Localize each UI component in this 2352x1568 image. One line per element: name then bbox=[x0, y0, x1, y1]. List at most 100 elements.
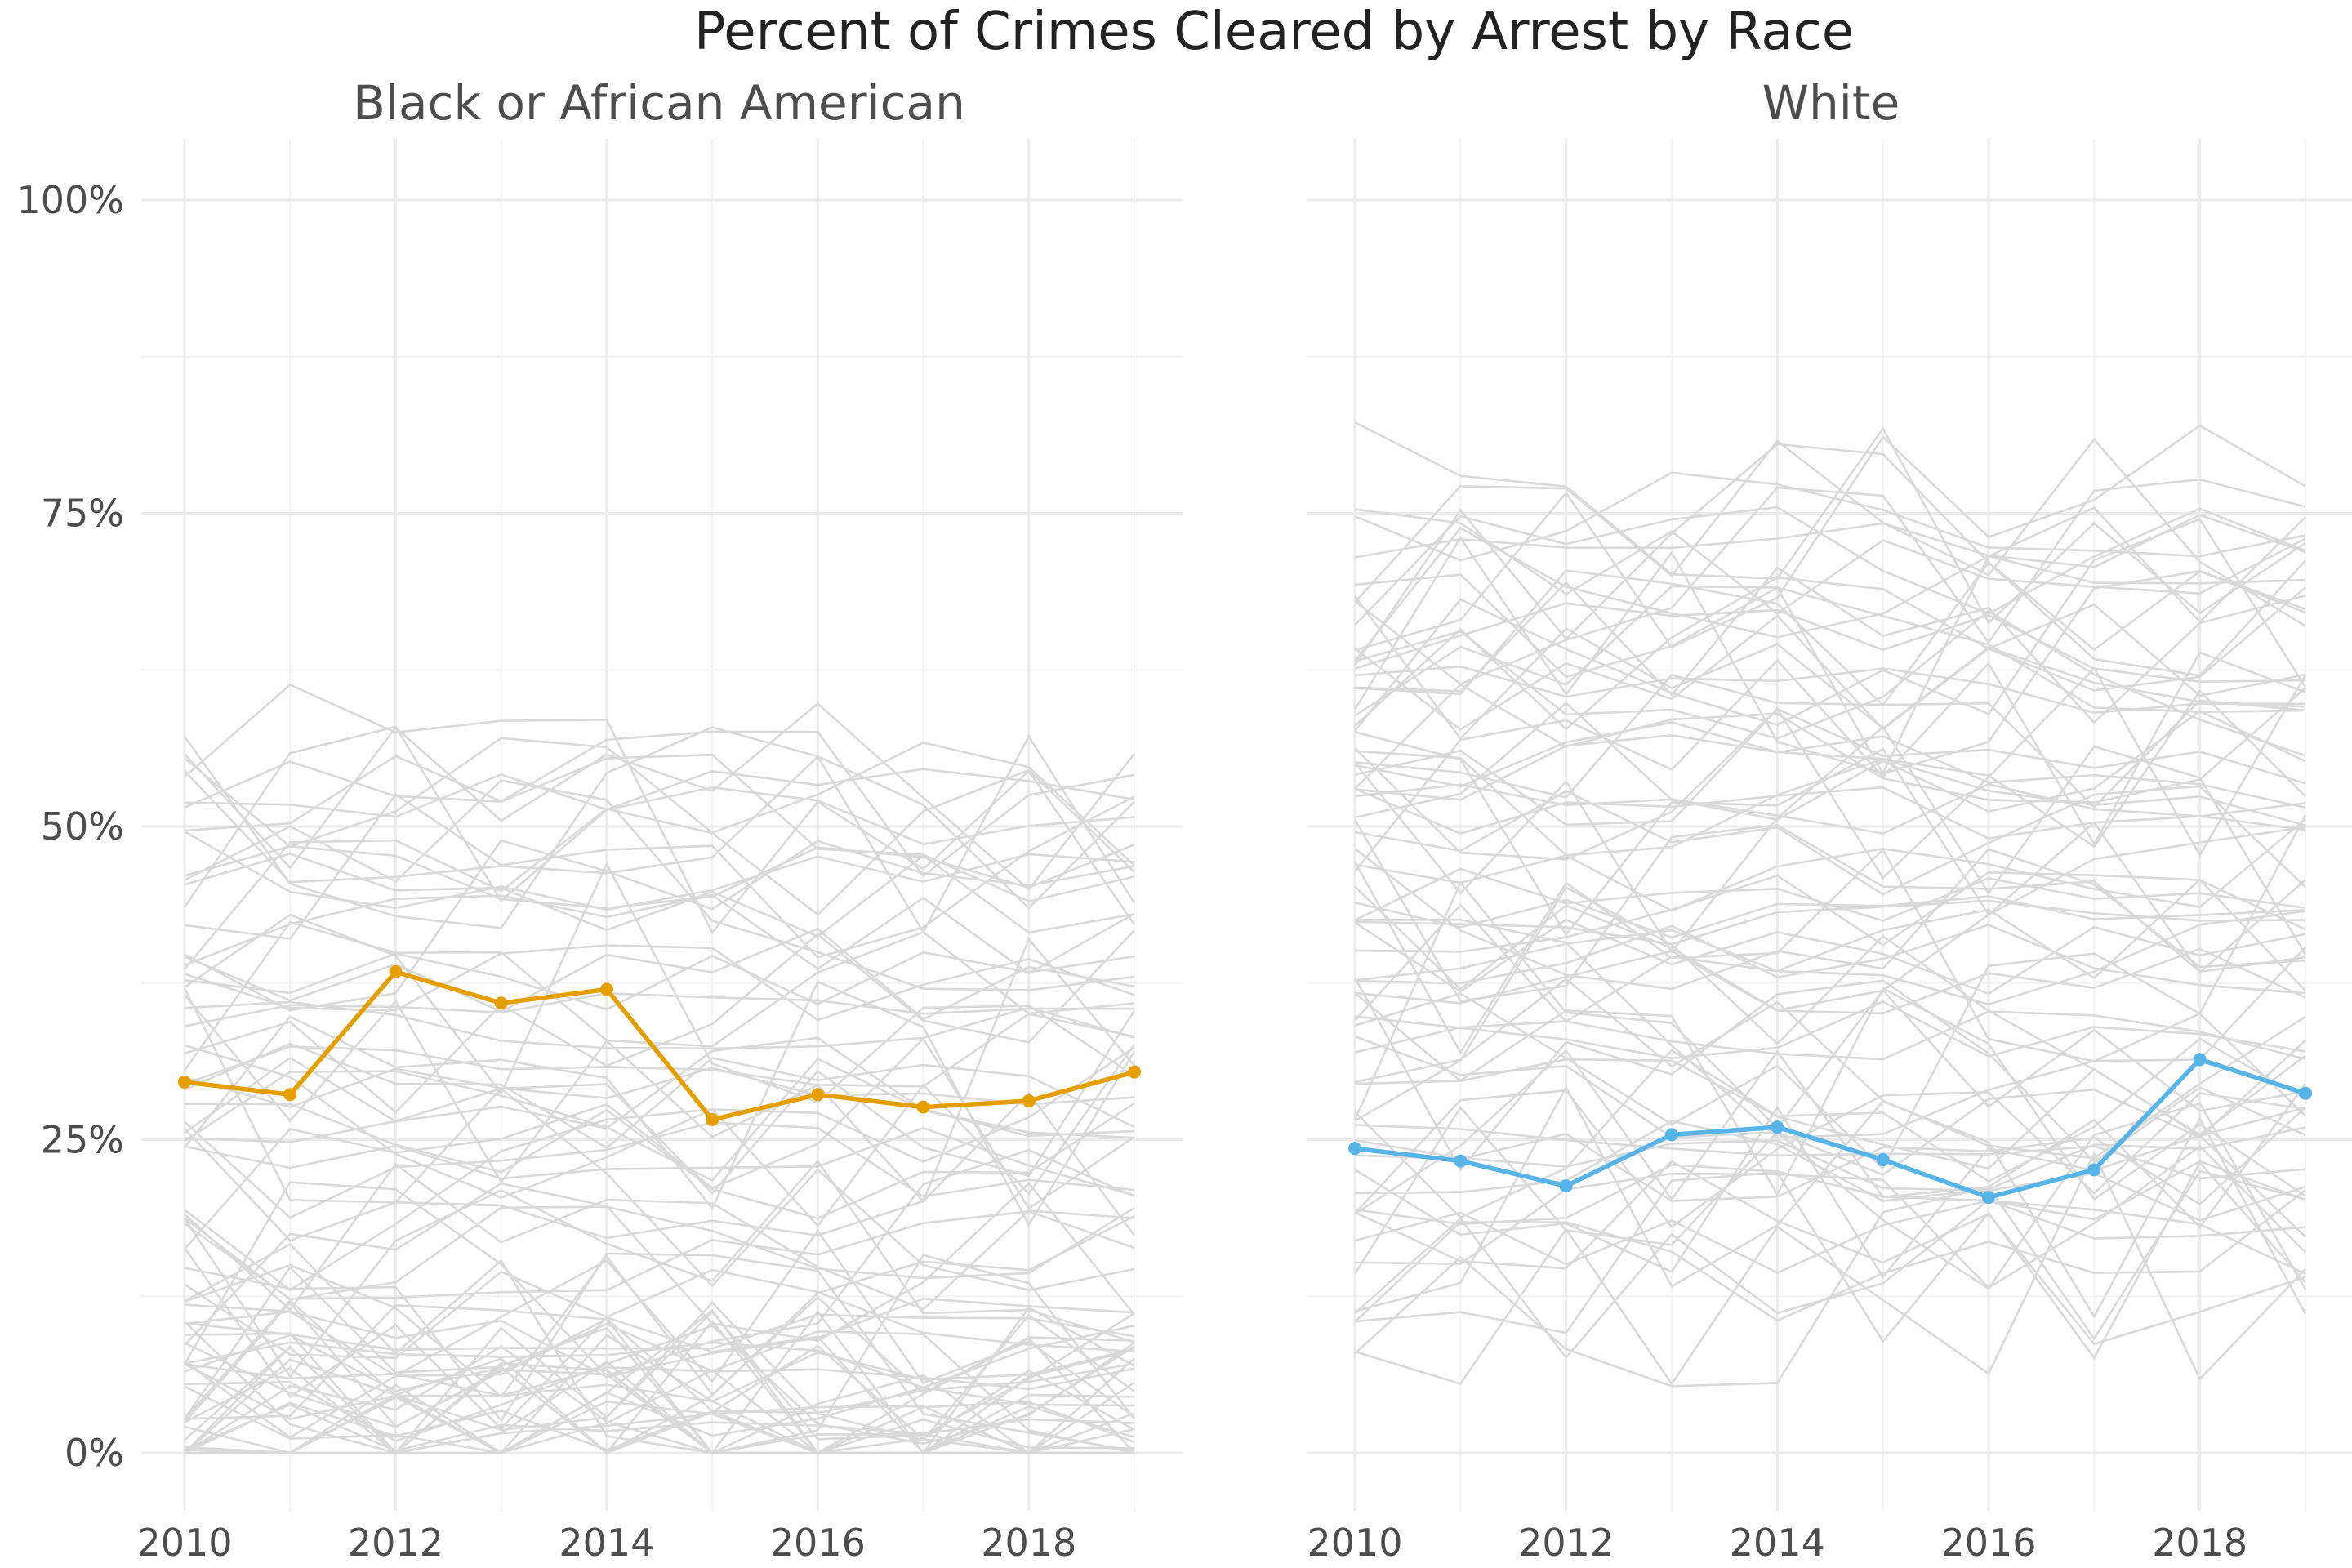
x-tick-label: 2014 bbox=[1730, 1521, 1825, 1565]
background-series-line bbox=[184, 1087, 1135, 1291]
x-tick-label: 2016 bbox=[770, 1521, 866, 1565]
background-series-line bbox=[1354, 689, 2306, 849]
background-series-line bbox=[183, 987, 1136, 1204]
background-series-line bbox=[1354, 438, 2306, 627]
x-tick-label: 2012 bbox=[348, 1521, 443, 1565]
background-series-line bbox=[183, 726, 1135, 929]
background-series-line bbox=[1354, 665, 2306, 714]
background-series-line bbox=[183, 725, 1135, 908]
highlight-point bbox=[1771, 1120, 1784, 1134]
background-series-line bbox=[184, 768, 1135, 818]
chart-title: Percent of Crimes Cleared by Arrest by R… bbox=[694, 2, 1854, 62]
background-series-line bbox=[1354, 1010, 2306, 1061]
background-series-line bbox=[1353, 443, 2306, 666]
background-series-line bbox=[1354, 782, 2306, 835]
background-series-line bbox=[1353, 1102, 2307, 1290]
background-series-line bbox=[1354, 1199, 2306, 1360]
background-series-line bbox=[1354, 576, 2306, 731]
background-series-line bbox=[1354, 1000, 2306, 1060]
background-series-line bbox=[1354, 1160, 2306, 1361]
background-series-line bbox=[1353, 977, 2306, 1172]
background-series-line bbox=[1353, 506, 2306, 775]
highlight-point bbox=[2299, 1086, 2312, 1100]
background-series-line bbox=[184, 1044, 1136, 1227]
highlight-point bbox=[1022, 1094, 1036, 1107]
background-series-line bbox=[184, 927, 1135, 1021]
background-series-line bbox=[1353, 651, 2306, 873]
highlight-point bbox=[811, 1088, 825, 1102]
highlight-point bbox=[2193, 1053, 2207, 1067]
background-series-line bbox=[184, 1067, 1135, 1108]
highlight-point bbox=[1559, 1179, 1573, 1193]
highlight-series-line bbox=[1354, 1057, 2306, 1200]
highlight-point bbox=[283, 1088, 297, 1102]
background-series-line bbox=[1354, 1105, 2306, 1279]
background-series-line bbox=[1354, 424, 2306, 652]
highlight-point bbox=[1348, 1142, 1361, 1156]
x-tick-label: 2010 bbox=[1307, 1521, 1402, 1565]
background-series-line bbox=[184, 1306, 1135, 1454]
background-series-line bbox=[184, 1403, 1135, 1452]
background-series-line bbox=[1354, 731, 2306, 937]
background-series-line bbox=[184, 1228, 1135, 1439]
y-tick-label: 0% bbox=[65, 1431, 124, 1475]
background-series-line bbox=[1354, 1089, 2306, 1229]
background-series-line bbox=[1353, 527, 2306, 662]
background-series-line bbox=[1354, 734, 2306, 809]
background-series-line bbox=[1354, 918, 2306, 1139]
background-series-line bbox=[1354, 471, 2306, 562]
background-series-line bbox=[184, 1120, 1135, 1219]
background-series-line bbox=[184, 1297, 1135, 1379]
x-tick-label: 2012 bbox=[1518, 1521, 1614, 1565]
background-series-line bbox=[1354, 1160, 2306, 1346]
background-series-line bbox=[1354, 978, 2306, 1160]
background-series-line bbox=[184, 683, 1136, 935]
background-series-line bbox=[184, 702, 1136, 891]
highlight-point bbox=[599, 982, 613, 996]
x-tick-label: 2018 bbox=[2152, 1521, 2247, 1565]
background-series-line bbox=[184, 1326, 1135, 1454]
background-series-line bbox=[184, 893, 1135, 975]
background-series-line bbox=[184, 1344, 1135, 1454]
x-tick-label: 2014 bbox=[559, 1521, 654, 1565]
background-series-line bbox=[1354, 1049, 2307, 1229]
background-series-line bbox=[1354, 1151, 2306, 1386]
background-series-line bbox=[184, 853, 1135, 938]
background-series-line bbox=[1354, 566, 2306, 724]
background-series-line bbox=[184, 992, 1135, 1027]
background-series-line bbox=[184, 1300, 1135, 1454]
background-series-line bbox=[184, 1205, 1135, 1301]
highlight-point bbox=[1876, 1153, 1890, 1167]
background-series-line bbox=[184, 951, 1135, 1011]
background-series-line bbox=[183, 980, 1136, 1227]
background-series-line bbox=[184, 768, 1135, 970]
x-tick-label: 2016 bbox=[1940, 1521, 2036, 1565]
y-tick-label: 75% bbox=[41, 492, 124, 536]
highlight-series-line bbox=[184, 969, 1135, 1122]
background-series-line bbox=[184, 1298, 1135, 1441]
background-series-line bbox=[1354, 1120, 2306, 1202]
y-axis: 0% 25% 50% 75% 100% bbox=[16, 178, 124, 1475]
background-series-line bbox=[1354, 707, 2306, 826]
background-series-line bbox=[184, 1000, 1135, 1050]
background-series-line bbox=[184, 1162, 1135, 1312]
background-series-line bbox=[184, 844, 1135, 910]
background-series-line bbox=[184, 753, 1135, 902]
highlight-point bbox=[1128, 1065, 1141, 1079]
background-series-line bbox=[1353, 819, 2306, 1003]
background-series-line bbox=[1354, 666, 2307, 880]
background-series-line bbox=[184, 929, 1135, 1114]
panel-strip-label: White bbox=[1762, 75, 1900, 131]
background-series-line bbox=[184, 839, 1135, 1012]
background-series-line bbox=[184, 1102, 1135, 1220]
background-series-line bbox=[1354, 569, 2306, 775]
background-series-line bbox=[184, 1036, 1135, 1139]
background-series-line bbox=[1354, 821, 2306, 1012]
background-series-line bbox=[1354, 785, 2306, 896]
background-series-line bbox=[1354, 818, 2306, 912]
background-series-line bbox=[184, 1385, 1135, 1454]
background-series-line bbox=[1354, 991, 2306, 1170]
background-series-line bbox=[1354, 867, 2306, 922]
y-tick-label: 50% bbox=[41, 804, 124, 849]
background-series-line bbox=[184, 1058, 1135, 1183]
